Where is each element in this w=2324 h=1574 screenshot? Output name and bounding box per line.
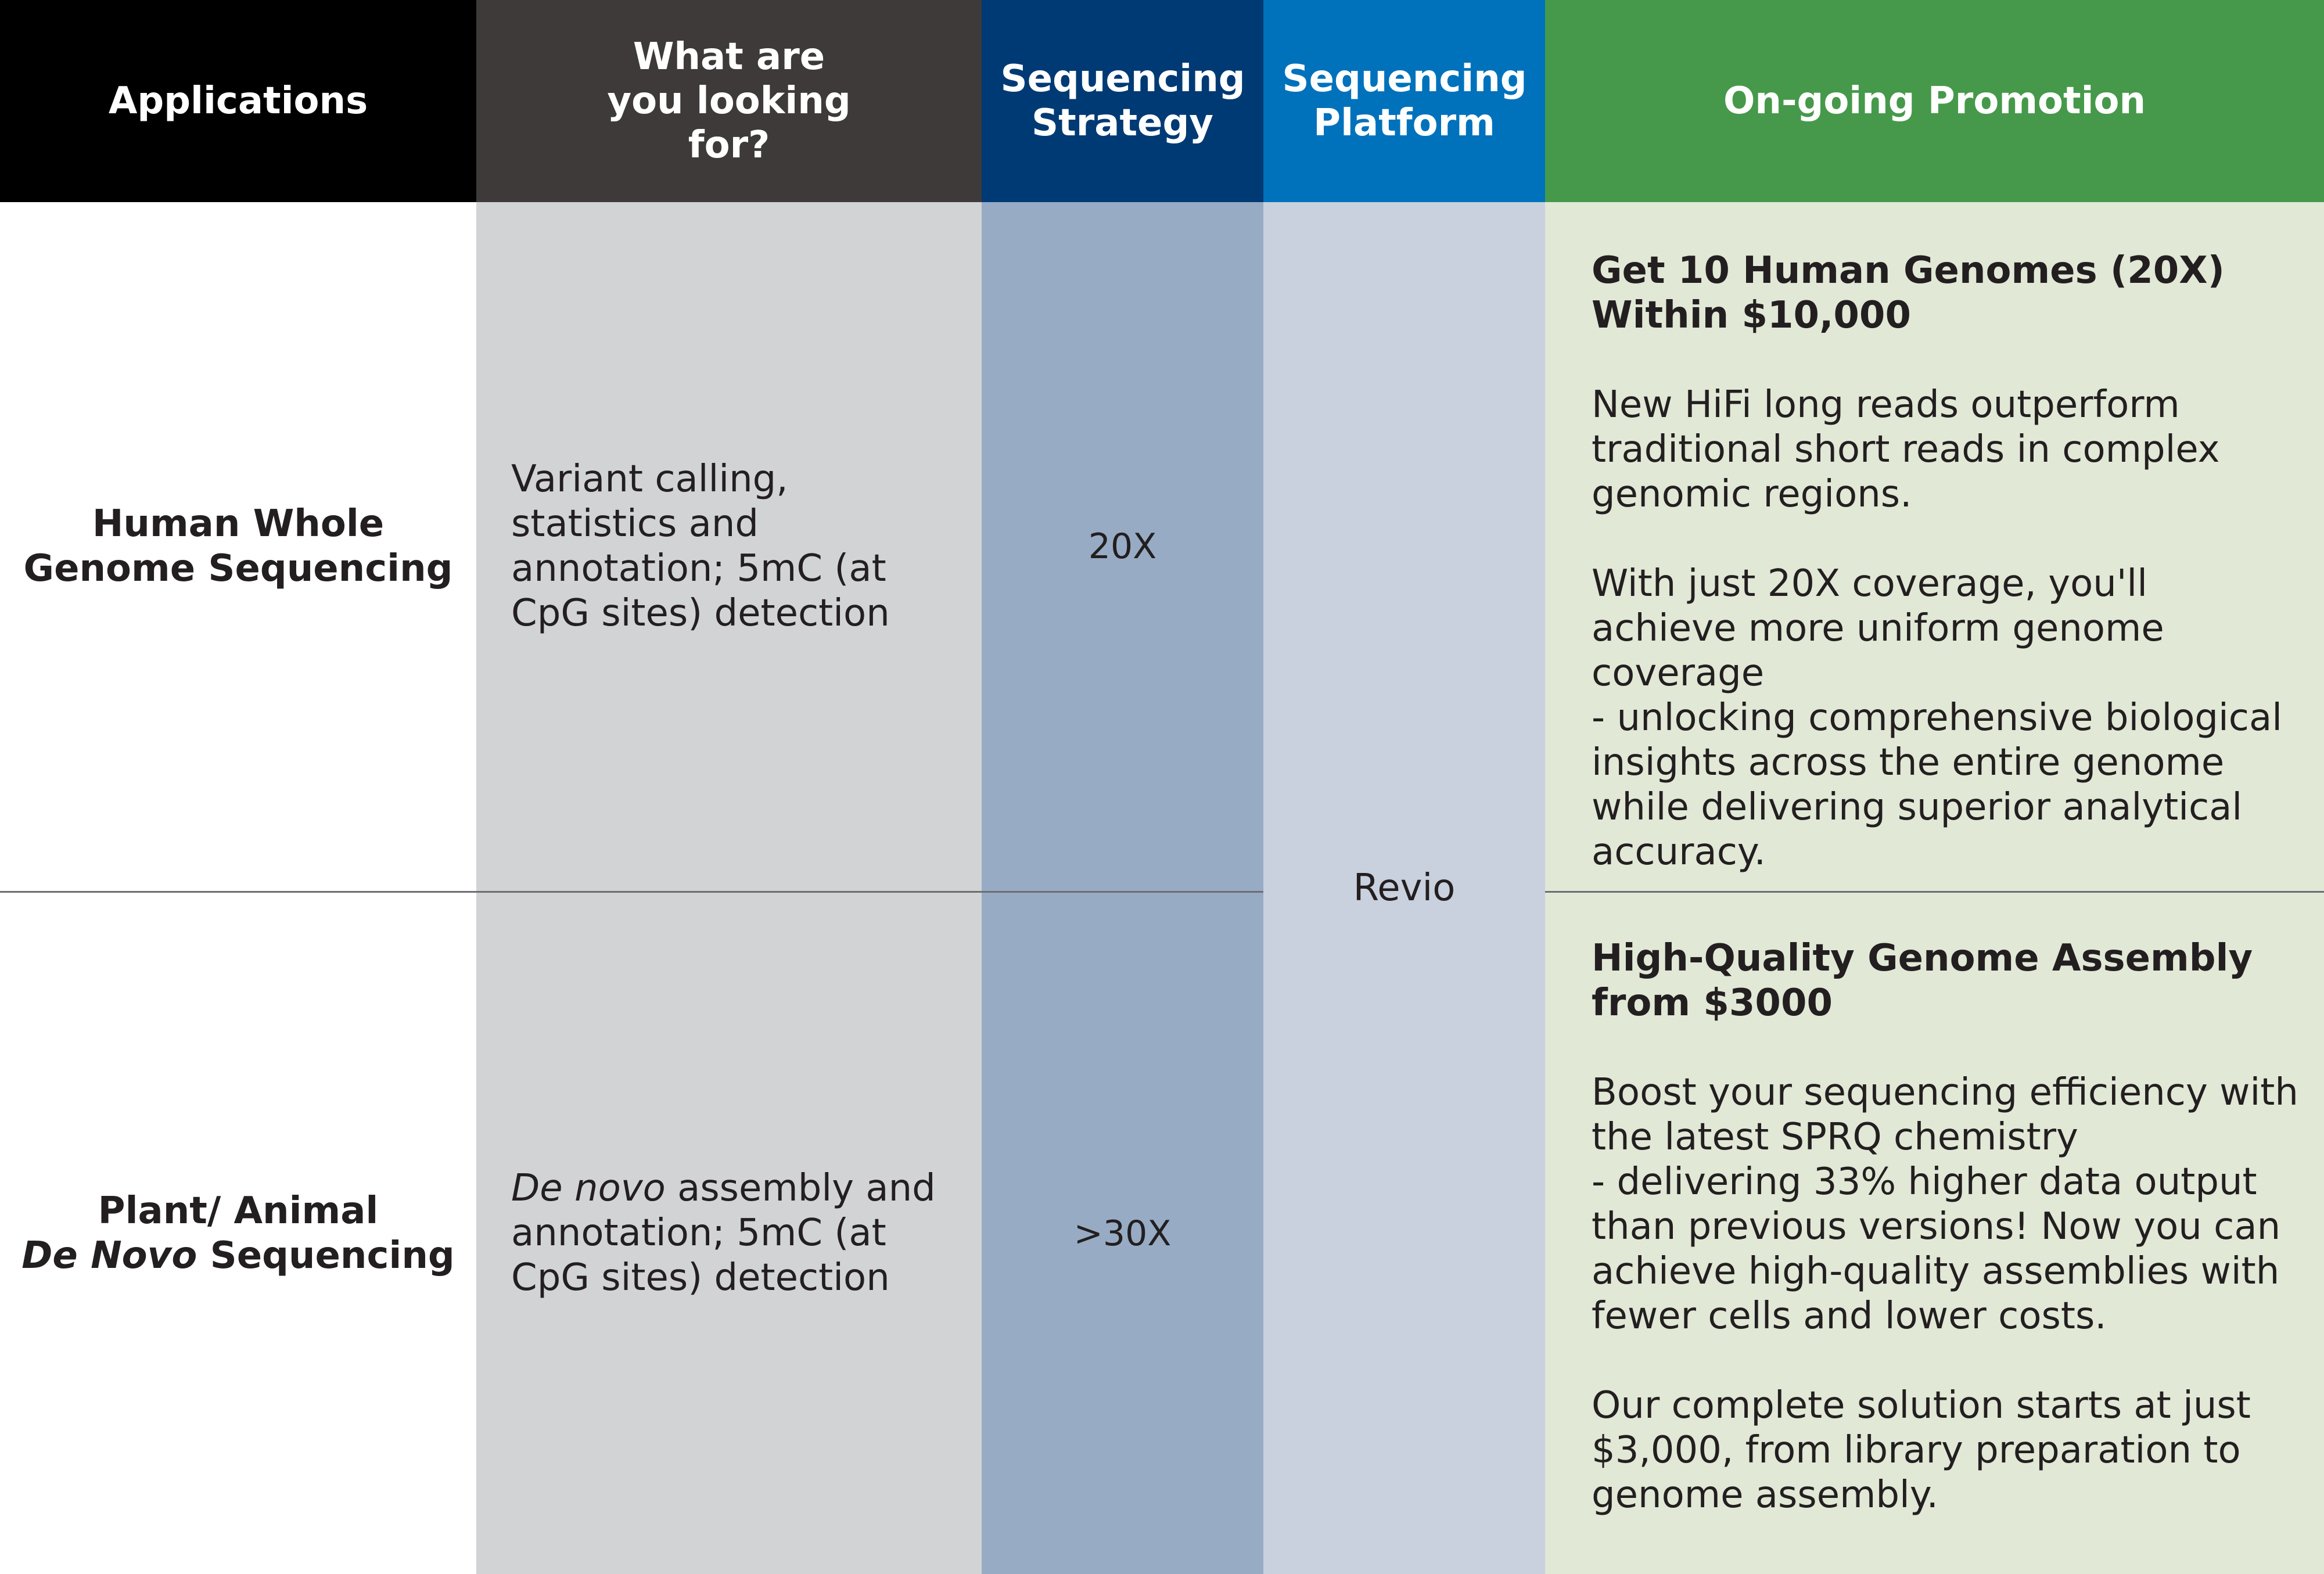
row1-promotion: Get 10 Human Genomes (20X) Within $10,00… bbox=[1545, 202, 2324, 891]
row2-promotion-title: High-Quality Genome Assembly from $3000 bbox=[1592, 937, 2253, 1025]
row1-looking-for-text: Variant calling, statistics and annotati… bbox=[511, 458, 890, 635]
row2-promotion-para2: Our complete solution starts at just $3,… bbox=[1592, 1384, 2251, 1516]
header-applications-label: Applications bbox=[108, 80, 368, 123]
header-ongoing-promotion: On-going Promotion bbox=[1545, 0, 2324, 202]
row2-strategy-value: >30X bbox=[1073, 1213, 1172, 1254]
row1-strategy-value: 20X bbox=[1088, 526, 1157, 567]
row-divider-left bbox=[0, 891, 1263, 893]
strategy-column-bg bbox=[982, 0, 1263, 1574]
header-strategy-label: Sequencing Strategy bbox=[1000, 58, 1245, 145]
row2-application-line2: De Novo Sequencing bbox=[21, 1234, 454, 1278]
header-looking-for-label: What are you looking for? bbox=[607, 35, 851, 167]
row1-looking-for: Variant calling, statistics and annotati… bbox=[476, 202, 982, 891]
row1-application: Human Whole Genome Sequencing bbox=[0, 202, 476, 891]
header-sequencing-platform: Sequencing Platform bbox=[1263, 0, 1545, 202]
header-sequencing-strategy: Sequencing Strategy bbox=[982, 0, 1263, 202]
row2-looking-for-text: De novo assembly and annotation; 5mC (at… bbox=[511, 1166, 964, 1300]
platform-value: Revio bbox=[1353, 867, 1456, 910]
row1-application-line2: Genome Sequencing bbox=[23, 547, 453, 590]
header-platform-label: Sequencing Platform bbox=[1282, 58, 1527, 145]
row2-application-rest: Sequencing bbox=[197, 1234, 455, 1277]
platform-cell: Revio bbox=[1263, 202, 1545, 1574]
row2-application-italic: De Novo bbox=[21, 1234, 197, 1277]
header-applications: Applications bbox=[0, 0, 476, 202]
row2-strategy: >30X bbox=[982, 893, 1263, 1574]
row1-strategy: 20X bbox=[982, 202, 1263, 891]
row2-promotion-para1: Boost your sequencing efficiency with th… bbox=[1592, 1071, 2298, 1338]
row1-promotion-para1: New HiFi long reads outperform tradition… bbox=[1592, 383, 2220, 516]
row2-looking-for: De novo assembly and annotation; 5mC (at… bbox=[476, 893, 982, 1574]
row2-looking-for-italic: De novo bbox=[511, 1167, 666, 1210]
header-promotion-label: On-going Promotion bbox=[1723, 80, 2146, 123]
row2-application: Plant/ Animal De Novo Sequencing bbox=[0, 893, 476, 1574]
row2-promotion: High-Quality Genome Assembly from $3000 … bbox=[1545, 893, 2324, 1574]
platform-column-bg bbox=[1263, 0, 1545, 1574]
row2-looking-for-rest: assembly and annotation; 5mC (at CpG sit… bbox=[511, 1167, 936, 1299]
row1-promotion-title: Get 10 Human Genomes (20X) Within $10,00… bbox=[1592, 249, 2225, 337]
promotion-column-bg bbox=[1545, 0, 2324, 1574]
row-divider-right bbox=[1545, 891, 2324, 893]
row1-application-line1: Human Whole bbox=[92, 502, 385, 545]
row2-application-line1: Plant/ Animal bbox=[98, 1189, 379, 1232]
applications-column-bg bbox=[0, 0, 476, 1574]
header-looking-for: What are you looking for? bbox=[476, 0, 982, 202]
row1-promotion-para2: With just 20X coverage, you'll achieve m… bbox=[1592, 562, 2282, 874]
looking-for-column-bg bbox=[476, 0, 982, 1574]
